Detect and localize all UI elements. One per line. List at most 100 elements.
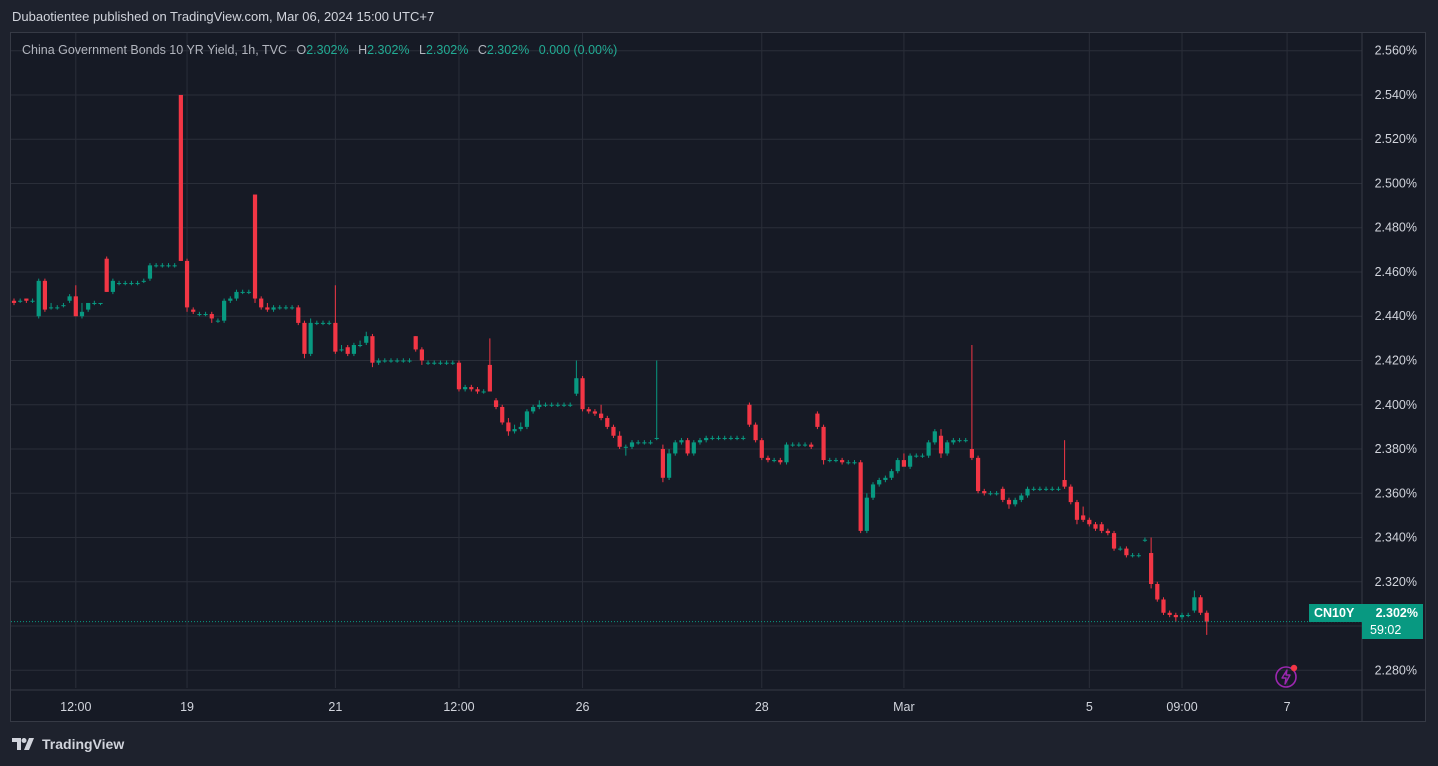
candle [821, 424, 826, 465]
candle [673, 440, 678, 456]
open-value: 2.302% [306, 43, 349, 57]
tradingview-logo[interactable]: TradingView [12, 736, 124, 752]
candle-body [895, 460, 900, 472]
candle-body [432, 362, 437, 364]
x-axis: 12:00 19 21 12:00 26 28 Mar 5 09:00 7 [60, 700, 1290, 714]
candle-body [660, 449, 665, 478]
candle [92, 300, 97, 306]
y-tick-label: 2.340% [1375, 531, 1417, 545]
candle [395, 358, 400, 363]
candle-body [518, 426, 523, 430]
candle [833, 457, 839, 463]
candle-body [994, 493, 999, 495]
low-value: 2.302% [425, 43, 469, 57]
candle [951, 437, 956, 445]
y-tick-label: 2.280% [1375, 663, 1417, 677]
candle [772, 457, 777, 463]
candle-body [1192, 597, 1197, 611]
candle-body [673, 442, 678, 454]
candle [623, 444, 628, 456]
candle [636, 440, 641, 445]
candle [660, 444, 665, 483]
candle [1130, 553, 1135, 558]
candle-body [290, 307, 295, 309]
candle [920, 453, 925, 458]
candle [36, 278, 41, 319]
candle [1062, 440, 1067, 489]
candle [320, 320, 326, 326]
candle-body [493, 400, 499, 407]
candle [1056, 486, 1061, 492]
candle-body [283, 307, 289, 309]
candle [512, 424, 517, 434]
candle-body [1019, 495, 1024, 500]
candle-body [110, 280, 115, 292]
candle [438, 360, 443, 365]
candle [141, 278, 146, 284]
candle-body [951, 440, 956, 443]
candle-body [42, 280, 47, 310]
candle-body [160, 265, 165, 267]
candle-body [827, 460, 832, 462]
candle [154, 263, 159, 268]
candle-body [1111, 533, 1117, 549]
candle [314, 320, 319, 326]
candle-body [889, 471, 894, 478]
candle [895, 457, 900, 474]
last-price-tag: CN10Y 2.302% [1309, 604, 1423, 622]
candle [234, 289, 239, 301]
candle [463, 384, 468, 392]
candle-body [561, 404, 567, 406]
lightning-icon[interactable] [1274, 663, 1300, 689]
candle-body [154, 265, 159, 267]
tradingview-brand: TradingView [42, 736, 125, 752]
candle [1136, 553, 1141, 558]
candle-body [864, 497, 869, 531]
close-label: C [477, 43, 487, 57]
candle-body [296, 307, 301, 323]
candle [796, 442, 801, 447]
candle [537, 400, 542, 410]
candle-body [1043, 488, 1049, 490]
candle [407, 358, 412, 363]
candle-body [166, 265, 171, 267]
y-axis: 2.560% 2.540% 2.520% 2.500% 2.480% 2.460% 2.44… [1375, 44, 1417, 678]
candle-body [55, 307, 60, 309]
candle-body [1161, 599, 1166, 613]
candle [419, 347, 424, 365]
candle [487, 338, 492, 392]
candle-body [86, 302, 91, 310]
candle-body [1074, 502, 1080, 520]
y-tick-label: 2.480% [1375, 221, 1417, 235]
candle-body [24, 298, 29, 301]
candle [327, 320, 332, 326]
candle-body [308, 322, 313, 354]
candle [67, 294, 72, 303]
x-tick-label: Mar [893, 700, 915, 714]
candle [988, 491, 993, 496]
candle-body [1142, 539, 1148, 541]
candle-body [1167, 612, 1172, 615]
candle-body [914, 455, 919, 457]
candle [42, 278, 47, 312]
high-label: H [358, 43, 368, 57]
candle [222, 298, 227, 323]
candle-body [123, 283, 128, 285]
candle [493, 398, 499, 410]
candle-body [988, 493, 993, 495]
candle-body [809, 444, 814, 447]
candle [240, 289, 245, 295]
candle-body [222, 300, 227, 321]
symbol-line: China Government Bonds 10 YR Yield, 1h, … [22, 43, 287, 57]
candle [549, 402, 554, 407]
candle [704, 435, 709, 443]
y-tick-label: 2.540% [1375, 88, 1417, 102]
candle-body [382, 360, 387, 362]
y-tick-label: 2.560% [1375, 44, 1417, 58]
candle [98, 302, 103, 306]
candle [1124, 546, 1129, 558]
candle [518, 422, 523, 432]
candle-body [339, 349, 344, 351]
candle-body [48, 307, 54, 309]
